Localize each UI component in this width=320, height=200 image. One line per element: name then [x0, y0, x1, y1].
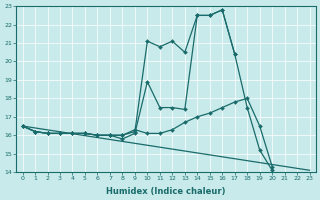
- X-axis label: Humidex (Indice chaleur): Humidex (Indice chaleur): [106, 187, 226, 196]
